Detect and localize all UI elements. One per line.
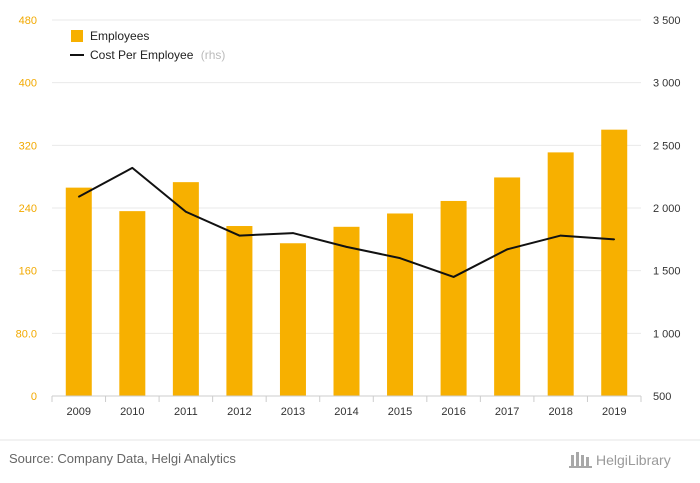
x-tick-label: 2012 — [227, 406, 251, 418]
x-tick-label: 2013 — [281, 406, 305, 418]
legend-label-cost: Cost Per Employee — [90, 48, 194, 62]
x-tick-label: 2015 — [388, 406, 412, 418]
x-axis: 2009 2010 2011 2012 2013 2014 2015 2016 2017 2018… — [51, 395, 642, 418]
y-left-tick-label: 240 — [19, 203, 37, 215]
line-point — [345, 246, 348, 248]
x-tick-label: 2009 — [67, 406, 91, 418]
bar — [226, 226, 253, 396]
bar — [547, 152, 574, 396]
line-series — [77, 166, 616, 278]
bars — [65, 129, 628, 396]
line-point — [613, 238, 616, 241]
bar — [440, 200, 467, 396]
bar — [119, 211, 146, 396]
x-tick-label: 2014 — [334, 406, 358, 418]
y-left-tick-label: 320 — [19, 140, 37, 152]
legend: Employees Cost Per Employee (rhs) — [70, 29, 225, 62]
svg-text:Cost Per Employee (rhs: Cost Per Employee (rhs) — [90, 48, 225, 62]
y-right-tick-label: 1 500 — [653, 266, 681, 278]
y-axis-right: 500 1 000 1 500 2 000 2 500 3 000 3 500 — [653, 15, 681, 403]
legend-label-rhs: (rhs) — [201, 48, 226, 62]
y-right-tick-label: 500 — [653, 391, 671, 403]
bar — [494, 177, 521, 396]
y-left-tick-label: 400 — [19, 78, 37, 90]
line-point — [506, 248, 508, 251]
x-tick-label: 2011 — [174, 406, 198, 418]
x-tick-label: 2019 — [602, 406, 626, 418]
x-tick-label: 2017 — [495, 406, 519, 418]
brand-text: HelgiLibrary — [596, 452, 671, 468]
brand-logo: HelgiLibrary — [569, 452, 671, 468]
y-axis-left: 0 80.0 160 240 320 400 480 — [16, 15, 37, 403]
library-icon — [569, 452, 592, 468]
y-left-tick-label: 0 — [31, 391, 37, 403]
line-point — [131, 167, 134, 169]
source-note: Source: Company Data, Helgi Analytics — [9, 451, 236, 466]
bar — [279, 243, 306, 396]
line-point — [292, 232, 294, 234]
legend-label-employees: Employees — [90, 29, 149, 43]
line-point — [77, 195, 80, 198]
bar — [65, 187, 92, 396]
line-point — [452, 276, 455, 278]
y-right-tick-label: 1 000 — [653, 328, 681, 340]
y-left-tick-label: 80.0 — [16, 328, 37, 340]
bar — [387, 213, 414, 396]
line-point — [399, 257, 401, 259]
x-tick-label: 2016 — [441, 406, 465, 418]
y-right-tick-label: 2 500 — [653, 140, 681, 152]
line-point — [185, 210, 187, 213]
x-tick-label: 2010 — [120, 406, 144, 418]
y-right-tick-label: 3 000 — [653, 78, 681, 90]
line-point — [238, 234, 241, 237]
y-right-tick-label: 2 000 — [653, 203, 681, 215]
y-left-tick-label: 160 — [19, 266, 37, 278]
bar — [172, 182, 199, 396]
y-left-tick-label: 480 — [19, 15, 37, 27]
bar — [601, 129, 628, 396]
line-point — [559, 234, 562, 237]
legend-swatch-employees — [71, 30, 83, 42]
y-right-tick-label: 3 500 — [653, 15, 681, 27]
bar — [333, 226, 360, 396]
x-tick-label: 2018 — [548, 406, 572, 418]
grid — [52, 19, 641, 334]
